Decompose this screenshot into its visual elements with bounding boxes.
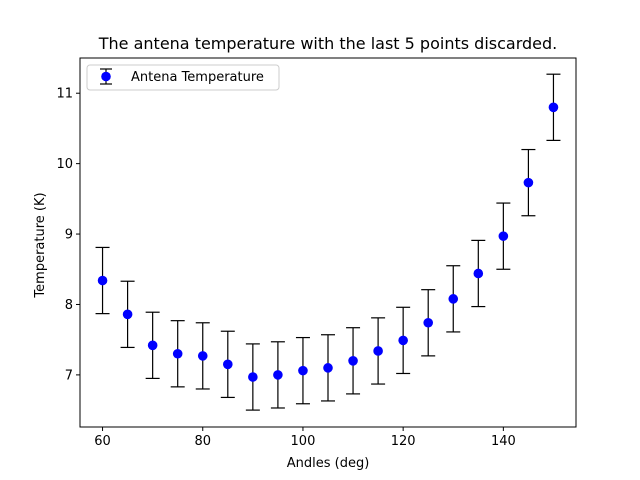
data-marker [548, 102, 559, 113]
data-point [396, 306, 411, 375]
chart-title: The antena temperature with the last 5 p… [98, 34, 557, 53]
data-marker [448, 294, 459, 304]
data-marker [423, 317, 434, 328]
x-tick-label: 80 [194, 434, 211, 449]
data-point [295, 336, 310, 405]
plot-area [79, 57, 577, 428]
x-tick-label: 100 [291, 434, 316, 449]
data-marker [398, 335, 408, 346]
data-point [521, 148, 536, 217]
data-point [371, 317, 386, 385]
y-tick-label: 11 [56, 87, 73, 102]
data-point [471, 239, 486, 308]
data-marker [273, 370, 283, 380]
x-tick-label: 120 [391, 434, 416, 449]
data-marker [348, 356, 358, 366]
data-marker [248, 372, 258, 382]
data-marker [473, 268, 484, 279]
data-point [145, 311, 160, 380]
data-point [95, 246, 110, 315]
data-point [220, 330, 235, 399]
data-marker [323, 363, 333, 373]
data-point [245, 343, 260, 411]
y-tick-label: 10 [56, 157, 73, 172]
data-marker [197, 351, 208, 361]
x-axis: 60 80 100 120 140 [94, 427, 516, 449]
data-marker [373, 346, 383, 356]
data-marker [147, 340, 158, 351]
data-point [270, 341, 285, 409]
series-layer [95, 73, 561, 411]
data-marker [97, 275, 108, 286]
data-point [421, 289, 436, 357]
data-marker [498, 231, 509, 241]
data-marker [172, 348, 183, 359]
y-tick-label: 9 [65, 228, 73, 243]
y-axis: 7 8 9 10 11 [56, 87, 80, 383]
legend: Antena Temperature [86, 64, 280, 91]
y-axis-label: Temperature (K) [33, 192, 48, 298]
legend-marker [101, 71, 111, 82]
y-tick-label: 7 [65, 368, 73, 383]
data-point [346, 327, 361, 395]
data-point [546, 73, 561, 141]
x-axis-label: Andles (deg) [287, 456, 370, 471]
data-point [170, 320, 185, 388]
data-point [120, 280, 135, 349]
legend-label: Antena Temperature [131, 70, 264, 85]
x-tick-label: 60 [94, 434, 111, 449]
data-marker [122, 309, 133, 320]
data-marker [298, 365, 308, 376]
y-tick-label: 8 [65, 298, 73, 313]
data-point [446, 265, 461, 333]
legend-box [86, 64, 280, 91]
x-tick-label: 140 [491, 434, 516, 449]
data-marker [222, 359, 233, 370]
data-marker [523, 177, 534, 188]
data-point [195, 322, 210, 390]
data-point [496, 202, 511, 270]
data-point [321, 334, 335, 402]
plot-frame [79, 57, 577, 428]
